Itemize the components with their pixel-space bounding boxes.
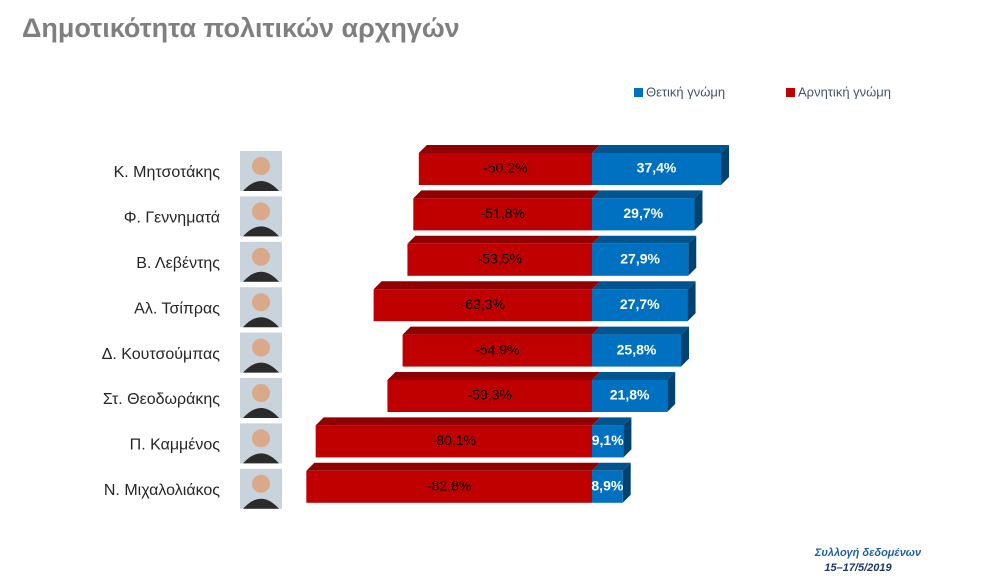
- bar-top-face: [592, 372, 676, 380]
- portrait-body: [243, 226, 279, 237]
- bar-top-face: [306, 462, 600, 471]
- bar-top-face: [373, 281, 600, 290]
- value-label: -51,8%: [480, 205, 524, 221]
- bar-side-face: [681, 326, 690, 367]
- category-label: Στ. Θεοδωράκης: [103, 391, 220, 408]
- legend-label: Θετική γνώμη: [646, 84, 725, 99]
- category-label: Ν. Μιχαλολιάκος: [104, 482, 220, 499]
- value-label: -50,2%: [483, 160, 527, 176]
- portrait-body: [243, 498, 279, 509]
- bar-top-face: [592, 145, 730, 153]
- bar-side-face: [622, 462, 631, 503]
- portrait: [240, 378, 282, 418]
- portrait-body: [243, 362, 279, 373]
- portrait-head: [252, 247, 270, 266]
- bar: [592, 380, 668, 412]
- legend-swatch: [634, 88, 643, 97]
- portrait: [240, 423, 282, 464]
- portrait-head: [252, 338, 270, 357]
- source-note: Συλλογή δεδομένων: [814, 547, 922, 559]
- portrait-body: [243, 181, 279, 191]
- value-label: -63,3%: [461, 296, 505, 312]
- bar-top-face: [592, 417, 632, 426]
- portrait-head: [252, 384, 270, 402]
- bar: [592, 334, 682, 367]
- bar: [315, 425, 592, 458]
- bar-top-face: [592, 190, 703, 199]
- portrait-head: [252, 429, 270, 448]
- portrait: [240, 287, 282, 328]
- value-label: 27,7%: [620, 296, 660, 312]
- legend-label: Αρνητική γνώμη: [798, 84, 891, 99]
- bar-side-face: [721, 145, 730, 185]
- category-label: Δ. Κουτσούμπας: [102, 346, 221, 363]
- value-label: -59,3%: [468, 387, 512, 403]
- bar-top-face: [592, 462, 631, 471]
- bar: [592, 289, 688, 322]
- bar-top-face: [592, 235, 697, 244]
- category-label: Αλ. Τσίπρας: [134, 300, 220, 317]
- value-label: 29,7%: [623, 205, 663, 221]
- portrait: [240, 468, 282, 509]
- value-label: 37,4%: [637, 160, 677, 176]
- legend-swatch: [786, 88, 795, 97]
- bar: [407, 243, 592, 276]
- bar-side-face: [687, 281, 696, 322]
- bar-top-face: [402, 326, 600, 335]
- value-label: 21,8%: [610, 387, 650, 403]
- bar-top-face: [592, 281, 696, 290]
- bar: [413, 198, 592, 231]
- category-label: Κ. Μητσοτάκης: [114, 164, 221, 181]
- bar: [418, 153, 592, 185]
- bar-side-face: [667, 372, 676, 412]
- bar: [306, 470, 592, 503]
- portrait: [240, 151, 282, 191]
- bar-top-face: [592, 326, 690, 335]
- bar: [402, 334, 592, 367]
- value-label: 27,9%: [620, 251, 660, 267]
- portrait: [240, 241, 282, 282]
- portrait: [240, 196, 282, 237]
- portrait-head: [252, 157, 270, 175]
- bar-side-face: [694, 190, 703, 231]
- bar-top-face: [413, 190, 600, 199]
- value-label: -53,5%: [478, 251, 522, 267]
- bar: [592, 198, 695, 231]
- source-date: 15–17/5/2019: [824, 562, 892, 574]
- bar: [373, 289, 592, 322]
- bar-side-face: [688, 235, 697, 276]
- value-label: -80,1%: [432, 432, 476, 448]
- bar-top-face: [407, 235, 600, 244]
- portrait-head: [252, 474, 270, 493]
- value-label: -54,9%: [475, 341, 519, 357]
- bar-top-face: [315, 417, 600, 426]
- category-label: Π. Καμμένος: [130, 437, 221, 454]
- bar-side-face: [623, 417, 632, 458]
- bar-top-face: [387, 372, 600, 380]
- bar: [592, 470, 623, 503]
- category-label: Φ. Γεννηματά: [124, 210, 220, 227]
- portrait-head: [252, 202, 270, 221]
- portrait: [240, 332, 282, 373]
- bar: [592, 153, 722, 185]
- value-label: 8,9%: [591, 478, 623, 494]
- value-label: 9,1%: [592, 432, 624, 448]
- value-label: 25,8%: [617, 341, 657, 357]
- bar-top-face: [418, 145, 600, 153]
- portrait-body: [243, 317, 279, 328]
- chart-title: Δημοτικότητα πολιτικών αρχηγών: [22, 13, 460, 43]
- portrait-body: [243, 271, 279, 282]
- category-label: Β. Λεβέντης: [136, 255, 220, 272]
- bar: [592, 243, 689, 276]
- bar: [387, 380, 592, 412]
- bar: [592, 425, 624, 458]
- portrait-head: [252, 293, 270, 312]
- portrait-body: [243, 453, 279, 464]
- value-label: -82,8%: [427, 478, 471, 494]
- portrait-body: [243, 408, 279, 418]
